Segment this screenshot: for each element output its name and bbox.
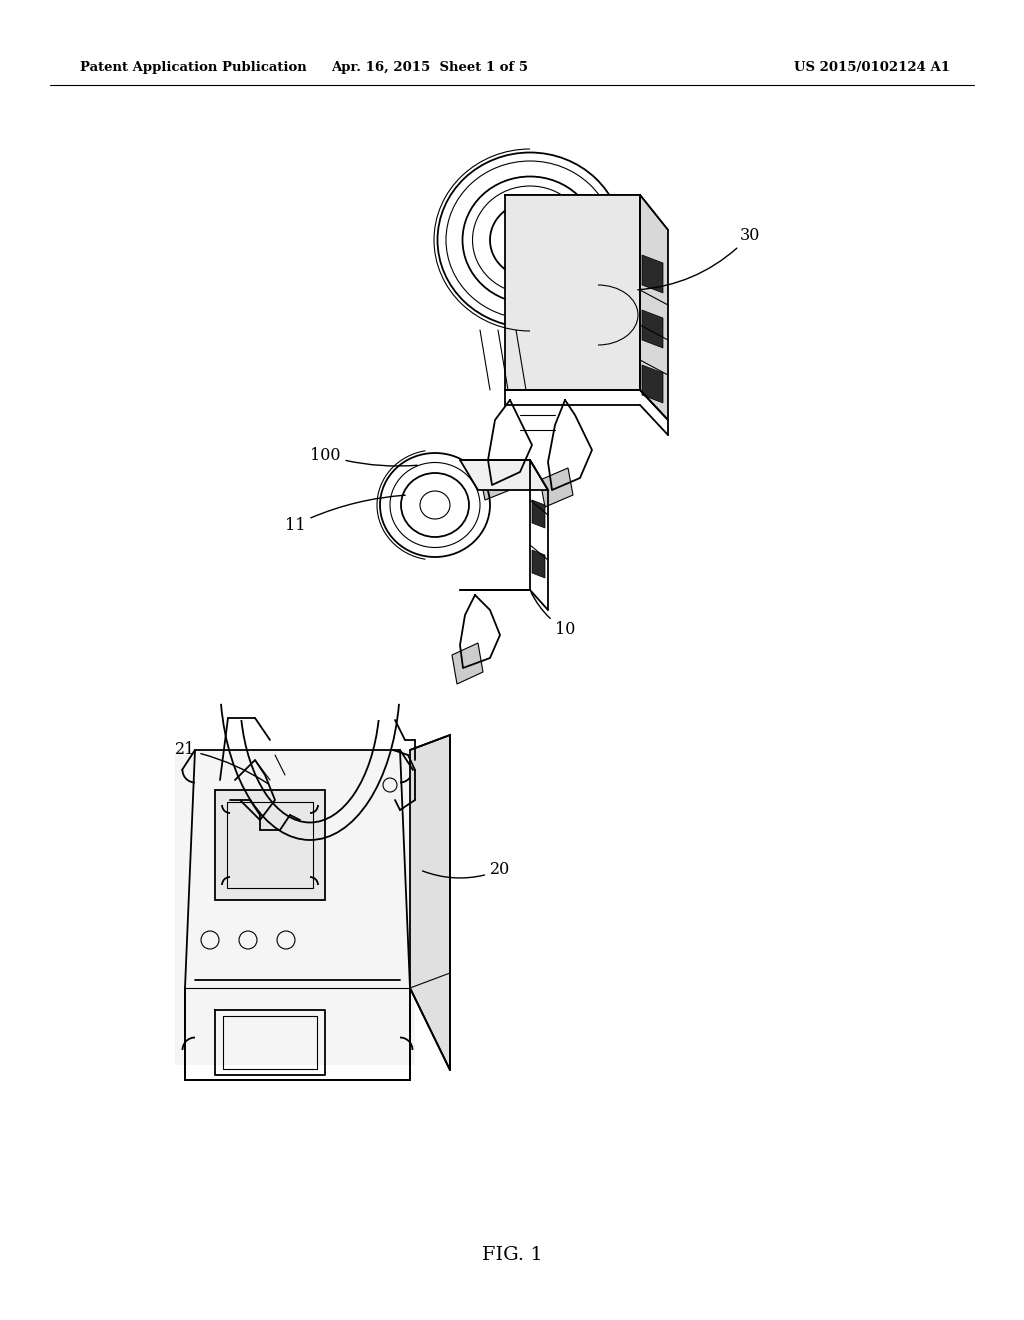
Text: 20: 20 — [423, 862, 510, 879]
Polygon shape — [642, 366, 663, 403]
Polygon shape — [215, 789, 325, 900]
Polygon shape — [410, 735, 450, 1071]
Polygon shape — [532, 550, 545, 578]
Text: 11: 11 — [285, 495, 406, 533]
Text: 30: 30 — [638, 227, 761, 290]
Polygon shape — [175, 750, 415, 1065]
Polygon shape — [505, 195, 668, 230]
Polygon shape — [532, 500, 545, 528]
Text: Patent Application Publication: Patent Application Publication — [80, 62, 307, 74]
Polygon shape — [642, 255, 663, 293]
Polygon shape — [480, 465, 510, 500]
Text: US 2015/0102124 A1: US 2015/0102124 A1 — [794, 62, 950, 74]
Polygon shape — [460, 459, 548, 490]
Text: Apr. 16, 2015  Sheet 1 of 5: Apr. 16, 2015 Sheet 1 of 5 — [332, 62, 528, 74]
Polygon shape — [640, 195, 668, 420]
Text: 100: 100 — [310, 446, 417, 466]
Text: FIG. 1: FIG. 1 — [481, 1246, 543, 1265]
Polygon shape — [642, 310, 663, 348]
Polygon shape — [452, 643, 483, 684]
Text: 10: 10 — [531, 593, 575, 639]
Polygon shape — [505, 195, 640, 389]
Text: 21: 21 — [175, 742, 267, 784]
Polygon shape — [540, 469, 573, 507]
